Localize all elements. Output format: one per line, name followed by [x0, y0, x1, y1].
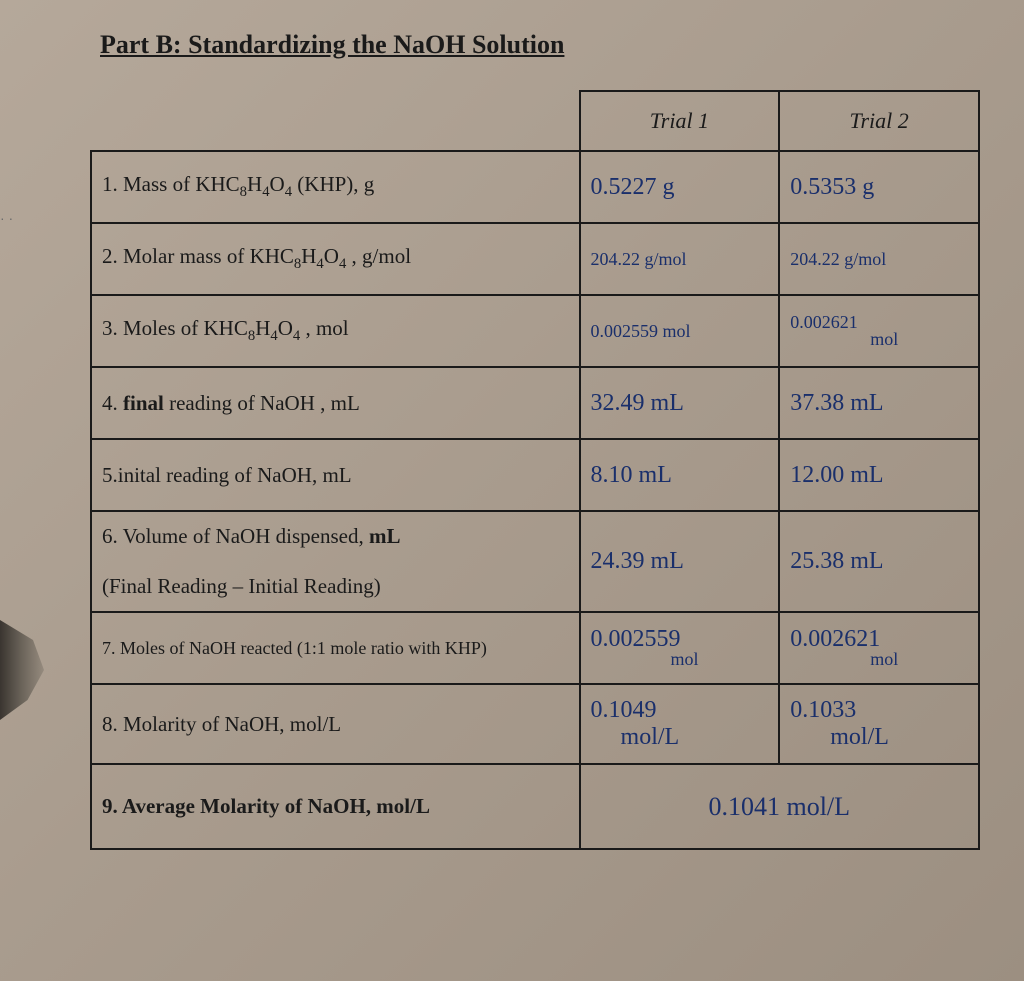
table-row: 8. Molarity of NaOH, mol/L 0.1049mol/L 0… — [91, 684, 979, 764]
row7-label: 7. Moles of NaOH reacted (1:1 mole ratio… — [91, 612, 580, 684]
row7-trial2: 0.002621mol — [779, 612, 979, 684]
row8-trial1: 0.1049mol/L — [580, 684, 780, 764]
table-header-row: Trial 1 Trial 2 — [91, 91, 979, 151]
row7-trial1: 0.002559mol — [580, 612, 780, 684]
col-header-trial1: Trial 1 — [580, 91, 780, 151]
row6-trial1: 24.39 mL — [580, 511, 780, 612]
table-row: 7. Moles of NaOH reacted (1:1 mole ratio… — [91, 612, 979, 684]
row2-trial1: 204.22 g/mol — [580, 223, 780, 295]
row3-trial1: 0.002559 mol — [580, 295, 780, 367]
table-row: 3. Moles of KHC8H4O4 , mol 0.002559 mol … — [91, 295, 979, 367]
row2-label: 2. Molar mass of KHC8H4O4 , g/mol — [91, 223, 580, 295]
row5-trial1: 8.10 mL — [580, 439, 780, 511]
paper-edge-shadow — [0, 620, 55, 720]
table-row: 9. Average Molarity of NaOH, mol/L 0.104… — [91, 764, 979, 849]
row5-trial2: 12.00 mL — [779, 439, 979, 511]
table-row: 1. Mass of KHC8H4O4 (KHP), g 0.5227 g 0.… — [91, 151, 979, 223]
row4-label: 4. final reading of NaOH , mL — [91, 367, 580, 439]
row9-average: 0.1041 mol/L — [580, 764, 979, 849]
row8-trial2: 0.1033mol/L — [779, 684, 979, 764]
row1-trial2: 0.5353 g — [779, 151, 979, 223]
row8-label: 8. Molarity of NaOH, mol/L — [91, 684, 580, 764]
row3-trial2: 0.002621mol — [779, 295, 979, 367]
margin-mark: · · — [0, 210, 13, 226]
row6-trial2: 25.38 mL — [779, 511, 979, 612]
row1-trial1: 0.5227 g — [580, 151, 780, 223]
row6-label: 6. Volume of NaOH dispensed, mL (Final R… — [91, 511, 580, 612]
table-row: 2. Molar mass of KHC8H4O4 , g/mol 204.22… — [91, 223, 979, 295]
row3-label: 3. Moles of KHC8H4O4 , mol — [91, 295, 580, 367]
row9-label: 9. Average Molarity of NaOH, mol/L — [91, 764, 580, 849]
table-row: 4. final reading of NaOH , mL 32.49 mL 3… — [91, 367, 979, 439]
header-spacer — [91, 91, 580, 151]
lab-data-table: Trial 1 Trial 2 1. Mass of KHC8H4O4 (KHP… — [90, 90, 980, 850]
section-title: Part B: Standardizing the NaOH Solution — [100, 30, 1004, 60]
table-row: 6. Volume of NaOH dispensed, mL (Final R… — [91, 511, 979, 612]
row1-label: 1. Mass of KHC8H4O4 (KHP), g — [91, 151, 580, 223]
col-header-trial2: Trial 2 — [779, 91, 979, 151]
row4-trial1: 32.49 mL — [580, 367, 780, 439]
row2-trial2: 204.22 g/mol — [779, 223, 979, 295]
row5-label: 5.inital reading of NaOH, mL — [91, 439, 580, 511]
row4-trial2: 37.38 mL — [779, 367, 979, 439]
table-row: 5.inital reading of NaOH, mL 8.10 mL 12.… — [91, 439, 979, 511]
